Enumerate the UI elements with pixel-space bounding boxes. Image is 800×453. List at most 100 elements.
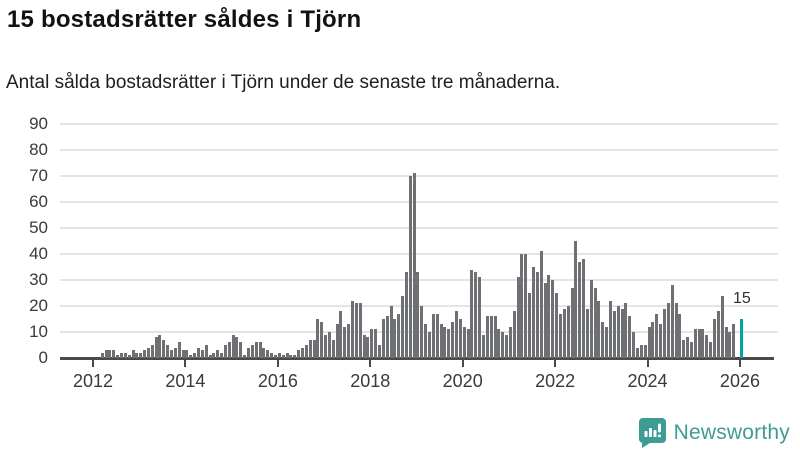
bar [501,332,505,358]
bar [258,342,262,358]
bar [343,326,347,358]
x-axis-tick-label: 2018 [350,371,391,391]
bar [609,300,613,358]
bar [308,339,312,358]
bar [666,303,670,358]
bar [635,347,639,358]
bar [659,324,663,358]
bar [235,337,239,358]
bar [585,308,589,358]
bar [547,274,551,358]
bar [431,313,435,358]
bar [227,342,231,358]
bar [462,326,466,358]
bar [639,345,643,358]
bar [401,295,405,358]
bar [558,313,562,358]
x-axis-tick [276,360,279,367]
bar [543,282,547,358]
bar [231,334,235,358]
y-axis-tick-label: 60 [29,192,48,211]
x-axis-line [60,357,774,360]
bar [582,259,586,358]
bar [539,251,543,358]
bar [289,355,293,358]
bar [146,347,150,358]
newsworthy-logo-text: Newsworthy [673,420,790,444]
bar [204,345,208,358]
bar [616,306,620,358]
chart-title: 15 bostadsrätter såldes i Tjörn [7,6,362,33]
bar [143,350,147,358]
x-axis-tick-label: 2016 [257,371,298,391]
bar [512,311,516,358]
bar [181,350,185,358]
y-axis-tick-label: 30 [29,270,48,289]
newsworthy-logo-icon [638,417,667,448]
bar [312,339,316,358]
bar [693,329,697,358]
gridline [60,175,778,177]
bar [528,293,532,358]
bar [293,355,297,358]
bar [505,334,509,358]
bar [351,300,355,358]
bar [562,308,566,358]
bar [705,334,709,358]
bar [358,303,362,358]
bar [532,267,535,358]
bar [173,347,177,358]
bar [593,287,597,358]
bar [327,332,331,358]
gridline [60,227,778,229]
bar [285,352,289,358]
bar [208,355,212,358]
bar [347,324,351,358]
last-value-label: 15 [733,290,751,307]
x-axis-tick-label: 2012 [72,371,114,391]
bar [158,334,162,358]
bar [628,316,632,358]
bar [420,306,424,358]
bar [520,254,524,358]
bar [397,313,401,358]
bar [601,321,605,358]
bar [516,277,520,358]
bar [100,352,104,358]
y-axis-tick-label: 80 [29,140,48,159]
bar [223,345,227,358]
bar [412,173,416,358]
bar [597,300,601,358]
bar [254,342,258,358]
bar [720,295,724,358]
bar [139,352,143,358]
x-axis-tick-label: 2022 [535,371,576,391]
bar [489,316,493,358]
bar [339,311,343,358]
y-axis-tick-label: 0 [38,348,48,367]
bar [689,342,693,358]
bar [370,329,374,358]
bar [393,319,397,358]
bar [728,332,732,358]
bar [212,352,216,358]
bar [570,287,574,358]
bar [620,308,624,358]
bar [304,345,308,358]
bar [216,350,220,358]
bar [651,321,655,358]
highlighted-bar [739,319,743,358]
bar [497,329,501,358]
gridline [60,123,778,125]
gridline [60,201,778,203]
bar [320,321,324,358]
bar [374,329,378,358]
y-axis-tick-label: 70 [29,166,48,185]
bar [551,280,555,358]
bar [535,272,539,358]
bar [193,352,197,358]
gridline [60,149,778,151]
bar [119,352,123,358]
bar [116,355,120,358]
